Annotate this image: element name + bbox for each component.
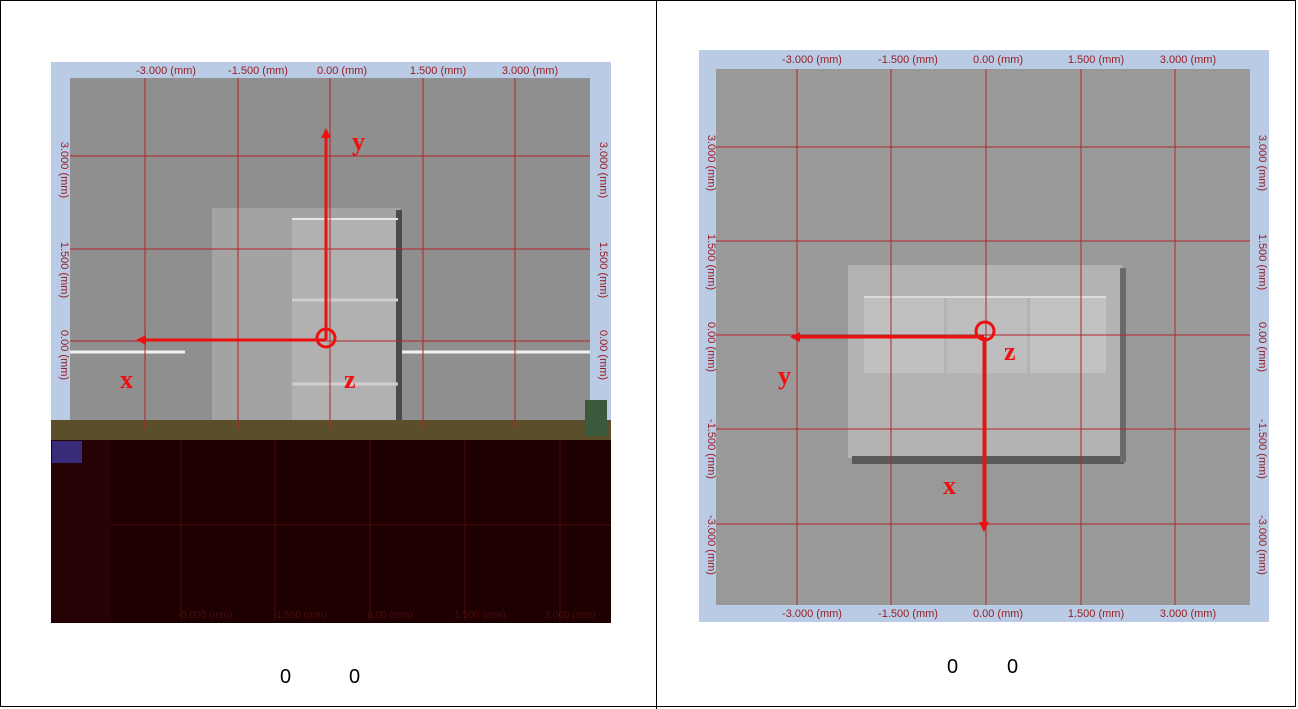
right-caption-0: 0 (947, 656, 959, 678)
right-bottom-tick: 1.500 (mm) (1068, 608, 1124, 620)
left-origin-circle (315, 327, 337, 349)
left-caption-1: 0 (349, 666, 361, 688)
right-side-tick: 0.00 (mm) (705, 322, 717, 372)
right-side-tick: 0.00 (mm) (1256, 322, 1268, 372)
left-bottom-tick: 0.00 (mm) (367, 610, 413, 621)
right-bottom-tick: 3.000 (mm) (1160, 608, 1216, 620)
right-origin-circle (974, 320, 996, 342)
right-y-label: y (778, 361, 791, 390)
right-side-tick: -1.500 (mm) (705, 419, 717, 479)
right-bottom-tick: -1.500 (mm) (878, 608, 938, 620)
right-top-tick: -3.000 (mm) (782, 54, 842, 66)
right-top-tick: -1.500 (mm) (878, 54, 938, 66)
left-bottom-tick: -1.500 (mm) (273, 610, 327, 621)
left-x-label: x (120, 365, 133, 394)
left-top-tick: 0.00 (mm) (317, 65, 367, 77)
right-side-tick: 3.000 (mm) (705, 135, 717, 191)
right-side-tick: 1.500 (mm) (1256, 234, 1268, 290)
right-z-label: z (1004, 337, 1016, 366)
left-bottom-tick: -3.000 (mm) (178, 610, 232, 621)
left-y-label: y (352, 127, 365, 156)
right-side-tick: 3.000 (mm) (1256, 135, 1268, 191)
left-side-tick: 1.500 (mm) (597, 242, 609, 298)
right-bottom-tick: 0.00 (mm) (973, 608, 1023, 620)
right-caption-1: 0 (1007, 656, 1019, 678)
right-axes: y x z (778, 320, 1016, 532)
right-top-tick: 3.000 (mm) (1160, 54, 1216, 66)
left-top-tick: 1.500 (mm) (410, 65, 466, 77)
right-bottom-tick: -3.000 (mm) (782, 608, 842, 620)
left-side-tick: 1.500 (mm) (58, 242, 70, 298)
left-top-tick: 3.000 (mm) (502, 65, 558, 77)
right-top-tick: 0.00 (mm) (973, 54, 1023, 66)
left-axes: y x z (120, 127, 365, 394)
right-x-label: x (943, 471, 956, 500)
left-top-tick: -1.500 (mm) (228, 65, 288, 77)
right-side-tick: -3.000 (mm) (1256, 515, 1268, 575)
left-caption-0: 0 (280, 666, 292, 688)
right-side-tick: -1.500 (mm) (1256, 419, 1268, 479)
left-microscope-image: -3.000 (mm) -1.500 (mm) 0.00 (mm) 1.500 … (51, 62, 611, 623)
left-side-tick: 0.00 (mm) (597, 330, 609, 380)
left-side-tick: 0.00 (mm) (58, 330, 70, 380)
left-bottom-tick: 3.000 (mm) (544, 610, 595, 621)
left-top-tick: -3.000 (mm) (136, 65, 196, 77)
right-side-tick: -3.000 (mm) (705, 515, 717, 575)
left-bottom-tick: 1.500 (mm) (454, 610, 505, 621)
right-side-tick: 1.500 (mm) (705, 234, 717, 290)
panel-divider (656, 0, 657, 709)
left-side-tick: 3.000 (mm) (597, 142, 609, 198)
left-corrupted-area (51, 440, 611, 623)
left-z-label: z (344, 365, 356, 394)
left-side-tick: 3.000 (mm) (58, 142, 70, 198)
right-top-tick: 1.500 (mm) (1068, 54, 1124, 66)
